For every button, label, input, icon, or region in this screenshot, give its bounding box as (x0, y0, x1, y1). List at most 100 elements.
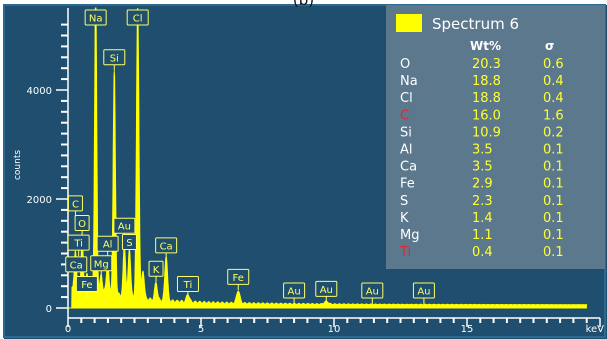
sigma-value: 1.6 (543, 108, 564, 123)
peak-label: Ca (65, 256, 88, 278)
peak-label-box (74, 214, 90, 231)
table-header-sigma: σ (545, 39, 554, 53)
table-row: Ca 3.5 0.1 (400, 160, 564, 175)
element-symbol: Na (400, 74, 418, 89)
sigma-value: 0.4 (543, 91, 564, 106)
x-tick-label: 15 (461, 324, 474, 335)
table-header-wt: Wt% (470, 39, 501, 53)
peak-label: Fe (227, 268, 250, 291)
peak-label-box (90, 255, 113, 272)
table-row: Fe 2.9 0.1 (400, 177, 564, 192)
wt-percent-value: 18.8 (472, 74, 501, 89)
x-axis-title: keV (586, 324, 605, 335)
peak-label: S (121, 234, 137, 256)
peak-label: Au (315, 280, 338, 303)
peak-label: Na (84, 9, 107, 32)
peak-label-text: Na (89, 14, 103, 25)
peak-label-box (412, 282, 435, 299)
peak-label-box (155, 237, 178, 254)
peak-label-text: S (126, 238, 132, 249)
peak-label: Ca (155, 237, 178, 259)
peak-label-box (361, 282, 384, 299)
peak-label-box (75, 276, 98, 293)
element-symbol: Si (400, 125, 412, 140)
peak-label-text: Au (118, 222, 131, 233)
element-symbol: O (400, 57, 410, 72)
peak-label-text: O (78, 219, 86, 230)
peak-label: Au (361, 282, 384, 305)
peak-label-text: Si (110, 53, 119, 64)
legend-swatch (396, 14, 422, 32)
peak-label: Mg (90, 255, 113, 277)
wt-percent-value: 3.5 (472, 143, 493, 158)
sigma-value: 0.1 (543, 160, 564, 175)
peak-label-box (121, 234, 137, 251)
peak-label: Fe (75, 276, 98, 298)
peak-label: Au (283, 282, 306, 305)
element-symbol: Al (400, 143, 413, 158)
peak-label-text: Al (103, 240, 113, 251)
wt-percent-value: 3.5 (472, 160, 493, 175)
element-symbol: K (400, 211, 409, 226)
peak-label-box (67, 234, 90, 251)
element-symbol: Fe (400, 177, 415, 192)
sigma-value: 0.1 (543, 143, 564, 158)
element-symbol: Ti (399, 245, 411, 260)
peak-label-box (148, 260, 164, 277)
peak-label-text: Cl (133, 14, 143, 25)
peak-label-text: Au (288, 287, 301, 298)
peak-label: Au (412, 282, 435, 305)
element-symbol: Mg (400, 228, 419, 243)
sigma-value: 0.1 (543, 211, 564, 226)
wt-percent-value: 2.3 (472, 194, 493, 209)
peak-label-text: Fe (81, 280, 92, 291)
sigma-value: 0.1 (543, 177, 564, 192)
peak-label: Ti (176, 276, 199, 298)
sigma-value: 0.4 (543, 74, 564, 89)
wt-percent-value: 1.1 (472, 228, 493, 243)
peak-label: Al (96, 235, 119, 258)
peak-label-text: Ti (183, 280, 193, 291)
peak-label-box (315, 280, 338, 297)
peak-label: Cl (126, 9, 149, 32)
peak-label: K (148, 260, 164, 283)
peak-label-text: Mg (94, 259, 109, 270)
peak-label-box (227, 268, 250, 285)
table-row: K 1.4 0.1 (400, 211, 564, 226)
peak-label: Au (113, 217, 136, 240)
y-tick-label: 2000 (27, 195, 52, 206)
peak-label-box (113, 217, 136, 234)
peak-label-box (65, 256, 88, 273)
x-tick-label: 0 (65, 324, 71, 335)
panel-label: (b) (292, 0, 315, 9)
peak-label: Si (103, 49, 126, 71)
element-symbol: S (400, 194, 408, 209)
peak-label-text: Ca (70, 260, 83, 271)
table-row: S 2.3 0.1 (400, 194, 564, 209)
element-symbol: Cl (400, 91, 413, 106)
y-tick-label: 4000 (27, 86, 52, 97)
legend-series-name: Spectrum 6 (432, 15, 519, 33)
wt-percent-value: 16.0 (472, 108, 501, 123)
peak-label-text: Fe (233, 273, 244, 284)
peak-label: Ti (67, 234, 90, 257)
peak-label-text: Ca (160, 241, 173, 252)
table-row: Cl 18.8 0.4 (400, 91, 564, 106)
peak-label-text: Au (366, 287, 379, 298)
table-row: Al 3.5 0.1 (400, 143, 564, 158)
peak-label-text: Ti (73, 239, 83, 250)
sigma-value: 0.6 (543, 57, 564, 72)
peak-label-box (96, 235, 119, 252)
peak-label: C (67, 195, 83, 217)
peak-label-box (84, 9, 107, 26)
table-row: O 20.3 0.6 (400, 57, 564, 72)
sigma-value: 0.1 (543, 228, 564, 243)
spectrum-trace (68, 7, 587, 309)
y-axis-title: counts (13, 150, 23, 180)
peak-label-box (126, 9, 149, 26)
sigma-value: 0.1 (543, 245, 564, 260)
table-row: C 16.0 1.6 (400, 108, 564, 123)
wt-percent-value: 10.9 (472, 125, 501, 140)
